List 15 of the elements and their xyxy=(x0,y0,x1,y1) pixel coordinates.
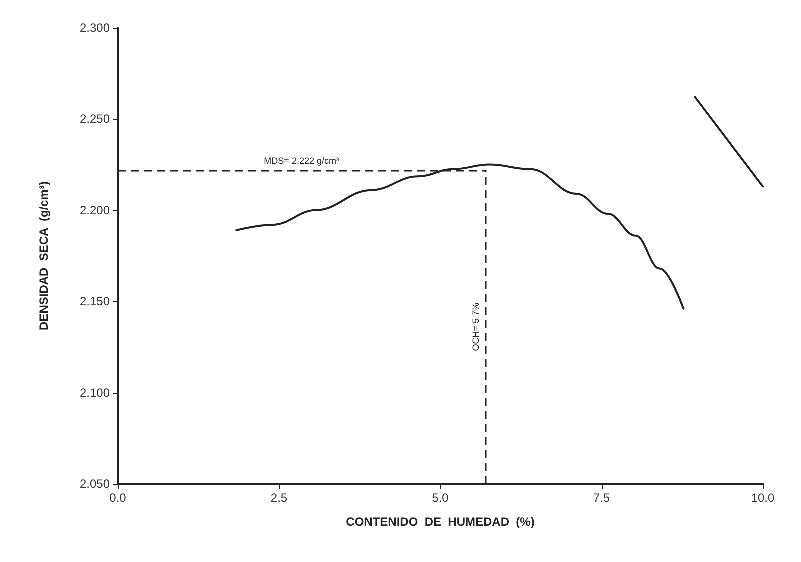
y-tick-label: 2.150 xyxy=(80,294,110,309)
x-axis-title: CONTENIDO DE HUMEDAD (%) xyxy=(346,515,535,529)
ref-line-label: OCH= 5.7% xyxy=(471,302,482,352)
x-tick-label: 10.0 xyxy=(751,491,775,505)
y-axis-title: DENSIDAD SECA (g/cm³) xyxy=(37,182,51,330)
y-tick-label: 2.050 xyxy=(80,477,110,491)
y-tick-label: 2.300 xyxy=(80,21,110,35)
x-tick-label: 2.5 xyxy=(270,491,288,505)
y-tick-label: 2.100 xyxy=(80,386,110,400)
x-tick-label: 0.0 xyxy=(110,491,127,505)
x-tick-label: 5.0 xyxy=(432,491,450,505)
x-tick-label: 7.5 xyxy=(593,491,610,505)
ref-line-label: MDS= 2.222 g/cm³ xyxy=(264,156,340,166)
y-tick-label: 2.200 xyxy=(80,203,110,218)
y-tick-label: 2.250 xyxy=(80,112,110,126)
